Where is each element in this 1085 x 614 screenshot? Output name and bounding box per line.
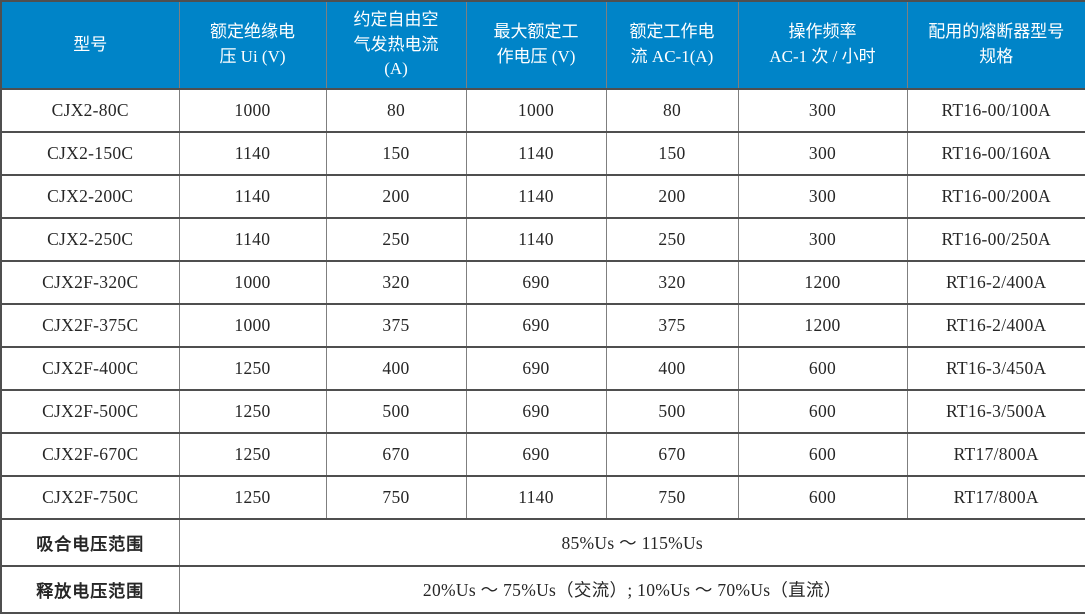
value-cell: 1140 — [465, 131, 607, 176]
table-header: 型号 额定绝缘电 压 Ui (V) 约定自由空 气发热电流 (A) 最大额定工 作电压… — [0, 0, 1085, 90]
value-cell: 690 — [465, 432, 607, 477]
column-header-0: 型号 — [0, 0, 180, 90]
model-cell: CJX2F-500C — [0, 389, 180, 434]
value-cell: RT16-00/200A — [906, 174, 1085, 219]
value-cell: 1250 — [178, 389, 327, 434]
value-cell: 200 — [605, 174, 739, 219]
value-cell: 500 — [605, 389, 739, 434]
value-cell: 1140 — [178, 131, 327, 176]
value-cell: 1140 — [178, 174, 327, 219]
model-cell: CJX2F-400C — [0, 346, 180, 391]
footer-value: 85%Us ～ 115%Us — [178, 518, 1085, 567]
value-cell: 750 — [605, 475, 739, 520]
value-cell: 320 — [325, 260, 467, 305]
value-cell: RT16-3/500A — [906, 389, 1085, 434]
value-cell: 1000 — [178, 260, 327, 305]
value-cell: 1140 — [178, 217, 327, 262]
value-cell: 750 — [325, 475, 467, 520]
table-row: CJX2-200C 1140 200 1140 200 300 RT16-00/200A — [0, 174, 1085, 219]
column-header-2: 约定自由空 气发热电流 (A) — [325, 0, 467, 90]
value-cell: 80 — [605, 88, 739, 133]
value-cell: RT17/800A — [906, 432, 1085, 477]
value-cell: 1140 — [465, 475, 607, 520]
value-cell: 600 — [737, 432, 908, 477]
value-cell: 300 — [737, 131, 908, 176]
value-cell: 250 — [325, 217, 467, 262]
value-cell: 375 — [605, 303, 739, 348]
model-cell: CJX2F-320C — [0, 260, 180, 305]
value-cell: RT17/800A — [906, 475, 1085, 520]
value-cell: RT16-2/400A — [906, 303, 1085, 348]
value-cell: 670 — [325, 432, 467, 477]
footer-value: 20%Us ～ 75%Us（交流）; 10%Us ～ 70%Us（直流） — [178, 565, 1085, 614]
value-cell: 690 — [465, 303, 607, 348]
value-cell: 320 — [605, 260, 739, 305]
model-cell: CJX2F-670C — [0, 432, 180, 477]
value-cell: 150 — [605, 131, 739, 176]
value-cell: 690 — [465, 346, 607, 391]
table-row: CJX2-150C 1140 150 1140 150 300 RT16-00/160A — [0, 131, 1085, 176]
value-cell: RT16-00/160A — [906, 131, 1085, 176]
value-cell: 600 — [737, 475, 908, 520]
table-body: CJX2-80C 1000 80 1000 80 300 RT16-00/100A CJX2-… — [0, 88, 1085, 614]
table-row: CJX2F-670C 1250 670 690 670 600 RT17/800A — [0, 432, 1085, 477]
model-cell: CJX2-80C — [0, 88, 180, 133]
value-cell: 1250 — [178, 346, 327, 391]
header-row: 型号 额定绝缘电 压 Ui (V) 约定自由空 气发热电流 (A) 最大额定工 作电压… — [0, 0, 1085, 90]
value-cell: 690 — [465, 260, 607, 305]
footer-label: 吸合电压范围 — [0, 518, 180, 567]
value-cell: 670 — [605, 432, 739, 477]
table-row: CJX2F-750C 1250 750 1140 750 600 RT17/800A — [0, 475, 1085, 520]
table-row: CJX2F-400C 1250 400 690 400 600 RT16-3/450A — [0, 346, 1085, 391]
column-header-1: 额定绝缘电 压 Ui (V) — [178, 0, 327, 90]
footer-row: 吸合电压范围 85%Us ～ 115%Us — [0, 518, 1085, 567]
column-header-6: 配用的熔断器型号 规格 — [906, 0, 1085, 90]
value-cell: RT16-00/250A — [906, 217, 1085, 262]
value-cell: 200 — [325, 174, 467, 219]
table-row: CJX2F-320C 1000 320 690 320 1200 RT16-2/400A — [0, 260, 1085, 305]
table-row: CJX2F-375C 1000 375 690 375 1200 RT16-2/400A — [0, 303, 1085, 348]
column-header-4: 额定工作电 流 AC-1(A) — [605, 0, 739, 90]
value-cell: 1140 — [465, 217, 607, 262]
table-row: CJX2-80C 1000 80 1000 80 300 RT16-00/100A — [0, 88, 1085, 133]
value-cell: 600 — [737, 346, 908, 391]
model-cell: CJX2F-375C — [0, 303, 180, 348]
value-cell: 1000 — [178, 88, 327, 133]
value-cell: 400 — [325, 346, 467, 391]
value-cell: 1140 — [465, 174, 607, 219]
value-cell: RT16-3/450A — [906, 346, 1085, 391]
value-cell: 300 — [737, 88, 908, 133]
value-cell: 1000 — [178, 303, 327, 348]
model-cell: CJX2-250C — [0, 217, 180, 262]
value-cell: 400 — [605, 346, 739, 391]
column-header-5: 操作频率 AC-1 次 / 小时 — [737, 0, 908, 90]
value-cell: 300 — [737, 217, 908, 262]
value-cell: 690 — [465, 389, 607, 434]
model-cell: CJX2F-750C — [0, 475, 180, 520]
column-header-3: 最大额定工 作电压 (V) — [465, 0, 607, 90]
value-cell: 600 — [737, 389, 908, 434]
value-cell: 500 — [325, 389, 467, 434]
table-row: CJX2F-500C 1250 500 690 500 600 RT16-3/500A — [0, 389, 1085, 434]
value-cell: 80 — [325, 88, 467, 133]
model-cell: CJX2-150C — [0, 131, 180, 176]
value-cell: 1250 — [178, 475, 327, 520]
value-cell: 1200 — [737, 260, 908, 305]
value-cell: RT16-2/400A — [906, 260, 1085, 305]
value-cell: 1200 — [737, 303, 908, 348]
value-cell: RT16-00/100A — [906, 88, 1085, 133]
model-cell: CJX2-200C — [0, 174, 180, 219]
value-cell: 375 — [325, 303, 467, 348]
footer-label: 释放电压范围 — [0, 565, 180, 614]
footer-row: 释放电压范围 20%Us ～ 75%Us（交流）; 10%Us ～ 70%Us（直… — [0, 565, 1085, 614]
value-cell: 1250 — [178, 432, 327, 477]
value-cell: 150 — [325, 131, 467, 176]
value-cell: 1000 — [465, 88, 607, 133]
value-cell: 250 — [605, 217, 739, 262]
value-cell: 300 — [737, 174, 908, 219]
table-row: CJX2-250C 1140 250 1140 250 300 RT16-00/250A — [0, 217, 1085, 262]
